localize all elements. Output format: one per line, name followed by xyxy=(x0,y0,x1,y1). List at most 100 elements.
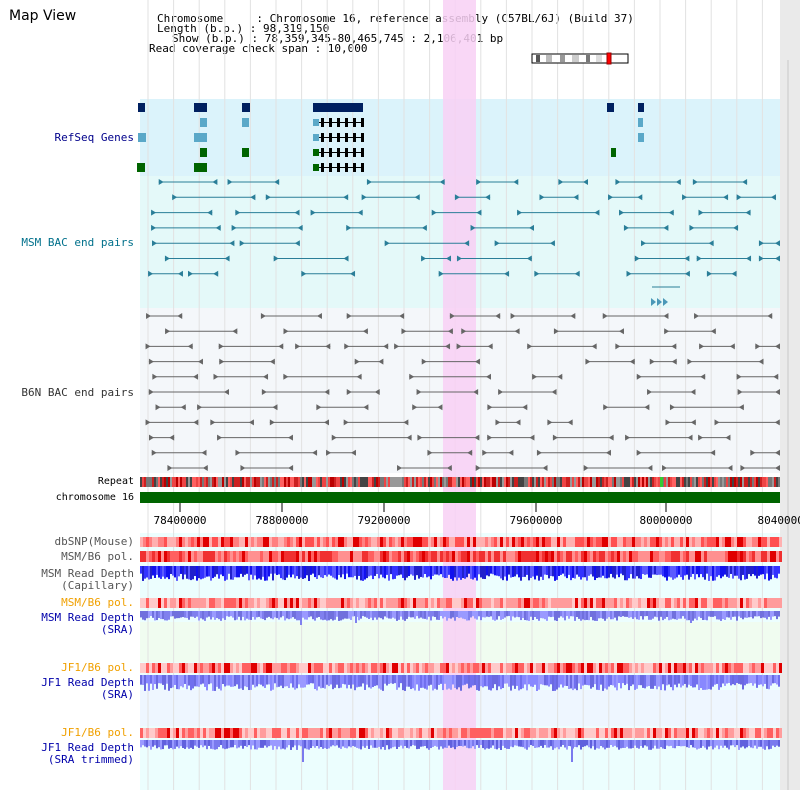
polymorphism-bin xyxy=(542,551,545,562)
polymorphism-bin xyxy=(398,551,401,562)
polymorphism-bin xyxy=(362,551,365,562)
read-depth-bin xyxy=(720,566,722,579)
read-depth-bin xyxy=(516,611,518,617)
polymorphism-bin xyxy=(362,537,365,547)
read-depth-bin xyxy=(338,611,340,621)
track-label-jf1-b6-pol-trimmed[interactable]: JF1/B6 pol. xyxy=(61,726,134,739)
track-label-jf1-b6-pol[interactable]: JF1/B6 pol. xyxy=(61,661,134,674)
polymorphism-bin xyxy=(275,663,278,673)
repeat-element xyxy=(260,477,262,487)
read-depth-bin xyxy=(670,740,672,746)
read-depth-bin xyxy=(748,740,750,747)
repeat-element xyxy=(356,477,358,487)
polymorphism-bin xyxy=(263,551,266,562)
read-depth-bin xyxy=(402,675,404,691)
polymorphism-bin xyxy=(191,537,194,547)
read-depth-bin xyxy=(444,611,446,617)
polymorphism-bin xyxy=(506,551,509,562)
read-depth-bin xyxy=(426,611,428,620)
axis-tick-label: 80000000 xyxy=(640,514,693,527)
read-depth-bin xyxy=(612,566,614,578)
repeat-element xyxy=(422,477,424,487)
read-depth-bin xyxy=(568,740,570,747)
b6n-bac-pair-end xyxy=(427,449,433,456)
polymorphism-bin xyxy=(602,598,605,608)
read-depth-bin xyxy=(706,740,708,750)
read-depth-bin xyxy=(536,675,538,691)
read-depth-bin xyxy=(724,740,726,746)
read-depth-bin xyxy=(614,740,616,746)
read-depth-bin xyxy=(552,675,554,691)
track-label-refseq-genes[interactable]: RefSeq Genes xyxy=(55,131,134,144)
polymorphism-bin xyxy=(779,663,782,673)
polymorphism-bin xyxy=(689,537,692,547)
read-depth-bin xyxy=(322,675,324,688)
track-label-msm-bac[interactable]: MSM BAC end pairs xyxy=(21,236,134,249)
read-depth-bin xyxy=(704,566,706,580)
read-depth-bin xyxy=(414,566,416,580)
read-depth-bin xyxy=(498,566,500,577)
track-label-msm-depth-capillary[interactable]: MSM Read Depth xyxy=(41,567,134,580)
polymorphism-bin xyxy=(464,598,467,608)
b6n-bac-pair-end xyxy=(269,358,275,365)
msm-bac-pair-end xyxy=(608,194,614,201)
read-depth-bin xyxy=(174,675,176,685)
read-depth-bin xyxy=(642,611,644,620)
read-depth-bin xyxy=(374,566,376,576)
polymorphism-bin xyxy=(197,537,200,547)
read-depth-bin xyxy=(496,740,498,750)
read-depth-bin xyxy=(732,675,734,685)
repeat-element xyxy=(300,477,302,487)
b6n-bac-pair-end xyxy=(615,343,621,350)
gene-exon xyxy=(353,118,356,127)
read-depth-bin xyxy=(184,611,186,618)
polymorphism-bin xyxy=(224,551,227,562)
polymorphism-bin xyxy=(779,551,782,562)
polymorphism-bin xyxy=(509,598,512,608)
polymorphism-bin xyxy=(629,598,632,608)
msm-bac-pair-end xyxy=(224,255,230,262)
polymorphism-bin xyxy=(320,728,323,738)
polymorphism-bin xyxy=(221,537,224,547)
read-depth-bin xyxy=(628,740,630,749)
gene-exon xyxy=(329,163,332,172)
read-depth-bin xyxy=(748,675,750,684)
polymorphism-bin xyxy=(734,728,737,738)
read-depth-bin xyxy=(508,566,510,575)
msm-bac-pair-end xyxy=(634,255,640,262)
b6n-bac-pair-end xyxy=(773,373,779,380)
polymorphism-bin xyxy=(647,663,650,673)
track-label-msm-b6-pol[interactable]: MSM/B6 pol. xyxy=(61,550,134,563)
read-depth-bin xyxy=(418,740,420,749)
track-label-dbsnp[interactable]: dbSNP(Mouse) xyxy=(55,535,134,548)
track-label-b6n-bac[interactable]: B6N BAC end pairs xyxy=(21,386,134,399)
read-depth-bin xyxy=(238,675,240,689)
repeat-element xyxy=(590,477,592,487)
read-depth-bin xyxy=(348,740,350,747)
polymorphism-bin xyxy=(347,537,350,547)
gene-block xyxy=(242,118,249,127)
track-label-msm-depth-sra[interactable]: MSM Read Depth xyxy=(41,611,134,624)
track-label-jf1-depth-trimmed[interactable]: JF1 Read Depth xyxy=(41,741,134,754)
polymorphism-bin xyxy=(353,663,356,673)
polymorphism-bin xyxy=(221,551,224,562)
read-depth-bin xyxy=(590,740,592,749)
read-depth-bin xyxy=(184,566,186,575)
polymorphism-bin xyxy=(155,551,158,562)
polymorphism-bin xyxy=(614,551,617,562)
repeat-element xyxy=(244,477,246,487)
chromosome-ideogram[interactable] xyxy=(531,52,629,65)
repeat-element xyxy=(342,477,344,487)
b6n-bac-pair-end xyxy=(475,465,481,471)
b6n-bac-pair-end xyxy=(326,449,332,456)
polymorphism-bin xyxy=(170,663,173,673)
polymorphism-bin xyxy=(308,537,311,547)
b6n-bac-pair-end xyxy=(261,389,267,395)
track-label-msm-b6-pol-sra[interactable]: MSM/B6 pol. xyxy=(61,596,134,609)
read-depth-bin xyxy=(688,611,690,621)
b6n-bac-pair-end xyxy=(456,343,462,350)
track-label-jf1-depth-sra[interactable]: JF1 Read Depth xyxy=(41,676,134,689)
msm-bac-pair-end xyxy=(758,240,764,247)
polymorphism-bin xyxy=(617,551,620,562)
